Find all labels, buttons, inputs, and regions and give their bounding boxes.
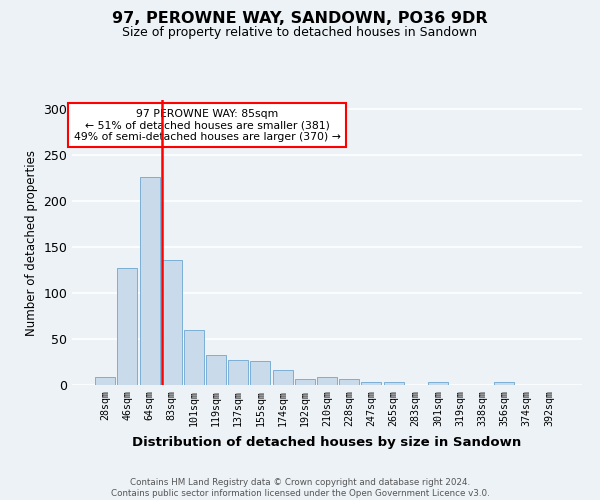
Text: Distribution of detached houses by size in Sandown: Distribution of detached houses by size … (133, 436, 521, 449)
Bar (118, 268, 137, 385)
Text: 97 PEROWNE WAY: 85sqm
← 51% of detached houses are smaller (381)
49% of semi-det: 97 PEROWNE WAY: 85sqm ← 51% of detached … (74, 108, 341, 142)
Bar (184, 330, 204, 385)
Text: 97, PEROWNE WAY, SANDOWN, PO36 9DR: 97, PEROWNE WAY, SANDOWN, PO36 9DR (112, 11, 488, 26)
Bar (295, 378, 315, 385)
Bar (250, 361, 271, 385)
Bar (428, 382, 448, 385)
Bar (383, 382, 404, 385)
Bar (494, 382, 514, 385)
Y-axis label: Number of detached properties: Number of detached properties (25, 150, 38, 336)
Bar (140, 177, 160, 385)
Bar (162, 260, 182, 385)
Bar (339, 378, 359, 385)
Bar (272, 370, 293, 385)
Text: Size of property relative to detached houses in Sandown: Size of property relative to detached ho… (122, 26, 478, 39)
Bar (317, 376, 337, 385)
Text: Contains HM Land Registry data © Crown copyright and database right 2024.
Contai: Contains HM Land Registry data © Crown c… (110, 478, 490, 498)
Bar (206, 354, 226, 385)
Bar (361, 382, 382, 385)
Bar (95, 376, 115, 385)
Bar (228, 360, 248, 385)
